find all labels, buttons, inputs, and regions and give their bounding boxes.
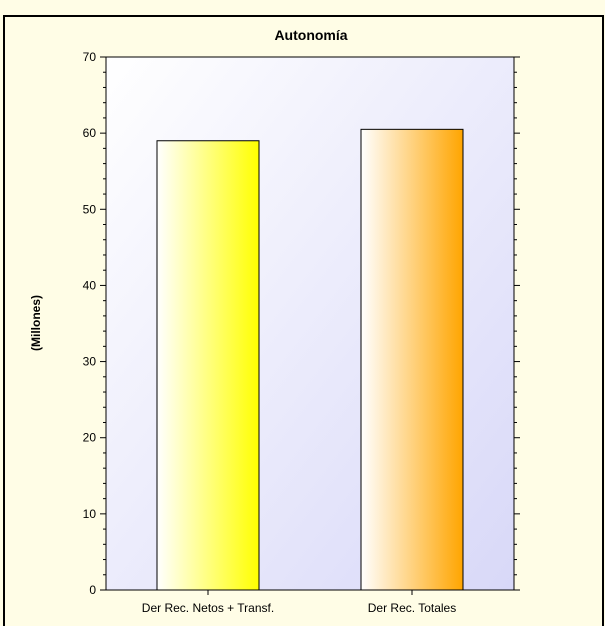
y-axis: 0 10 20 30 40 50 60 70 [83,50,520,597]
y-tick-label: 0 [89,583,96,597]
bar-1 [360,128,464,591]
y-tick-label: 30 [83,355,97,369]
chart-title: Autonomía [274,27,347,43]
y-tick-label: 60 [83,126,97,140]
bar-0 [156,140,260,591]
y-tick-label: 50 [83,202,97,216]
y-axis-label: (Millones) [29,295,43,351]
chart-frame-border [3,15,604,626]
x-axis: Der Rec. Netos + Transf. Der Rec. Totales [106,589,514,615]
x-tick-label: Der Rec. Netos + Transf. [142,601,274,615]
y-tick-label: 10 [83,507,97,521]
bars [156,128,464,591]
x-tick-label: Der Rec. Totales [368,601,456,615]
y-tick-label: 20 [83,431,97,445]
y-tick-label: 70 [83,50,97,64]
y-tick-label: 40 [83,278,97,292]
